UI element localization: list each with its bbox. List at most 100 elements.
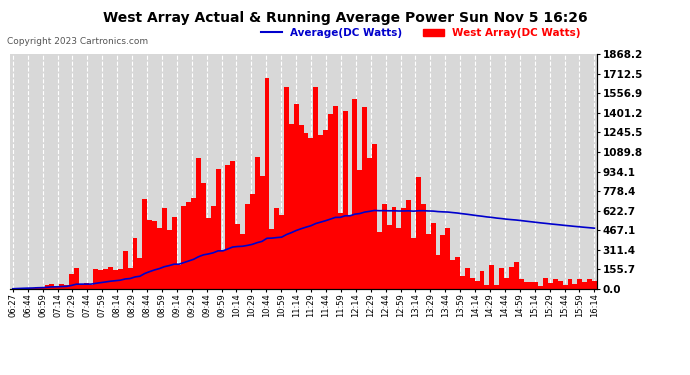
Bar xyxy=(538,285,543,289)
Bar xyxy=(25,288,30,289)
Bar xyxy=(83,284,88,289)
Bar xyxy=(451,260,455,289)
Bar xyxy=(93,269,99,289)
Bar xyxy=(533,282,538,289)
Bar xyxy=(123,251,128,289)
Bar xyxy=(465,267,470,289)
Bar xyxy=(313,87,318,289)
Bar xyxy=(338,213,343,289)
Bar xyxy=(64,285,69,289)
Bar xyxy=(435,255,440,289)
Bar xyxy=(343,111,348,289)
Bar xyxy=(382,204,386,289)
Bar xyxy=(264,78,269,289)
Bar xyxy=(372,144,377,289)
Bar xyxy=(445,228,450,289)
Bar xyxy=(255,157,259,289)
Bar xyxy=(274,209,279,289)
Bar xyxy=(39,287,45,289)
Bar xyxy=(431,223,435,289)
Legend: Average(DC Watts), West Array(DC Watts): Average(DC Watts), West Array(DC Watts) xyxy=(257,24,585,42)
Bar xyxy=(392,207,397,289)
Bar xyxy=(99,270,103,289)
Bar xyxy=(279,215,284,289)
Bar xyxy=(299,125,304,289)
Bar xyxy=(328,114,333,289)
Bar xyxy=(308,138,313,289)
Bar xyxy=(226,165,230,289)
Bar xyxy=(323,130,328,289)
Bar xyxy=(509,267,514,289)
Bar xyxy=(113,270,118,289)
Bar xyxy=(215,169,221,289)
Bar xyxy=(362,106,367,289)
Bar xyxy=(132,237,137,289)
Bar xyxy=(191,198,196,289)
Bar xyxy=(74,268,79,289)
Bar xyxy=(259,176,264,289)
Bar xyxy=(245,204,250,289)
Bar xyxy=(484,285,489,289)
Bar xyxy=(152,221,157,289)
Bar xyxy=(206,218,210,289)
Bar xyxy=(186,202,191,289)
Bar xyxy=(397,228,402,289)
Bar xyxy=(181,206,186,289)
Bar xyxy=(578,279,582,289)
Bar xyxy=(562,285,568,289)
Bar xyxy=(357,170,362,289)
Bar xyxy=(177,265,181,289)
Bar xyxy=(411,238,416,289)
Bar xyxy=(568,279,573,289)
Bar xyxy=(504,278,509,289)
Bar xyxy=(88,285,93,289)
Bar xyxy=(118,269,123,289)
Bar xyxy=(416,177,421,289)
Bar xyxy=(489,265,494,289)
Bar xyxy=(284,87,289,289)
Bar xyxy=(221,250,226,289)
Bar xyxy=(304,133,308,289)
Bar xyxy=(455,256,460,289)
Bar xyxy=(377,232,382,289)
Bar xyxy=(480,271,484,289)
Bar xyxy=(460,276,465,289)
Bar xyxy=(50,284,55,289)
Text: West Array Actual & Running Average Power Sun Nov 5 16:26: West Array Actual & Running Average Powe… xyxy=(103,11,587,25)
Bar xyxy=(348,216,353,289)
Bar xyxy=(529,282,533,289)
Bar xyxy=(137,258,142,289)
Bar xyxy=(210,206,215,289)
Bar xyxy=(240,234,245,289)
Bar xyxy=(30,288,34,289)
Bar xyxy=(55,286,59,289)
Bar xyxy=(269,229,274,289)
Bar xyxy=(475,280,480,289)
Bar xyxy=(289,124,294,289)
Bar xyxy=(421,204,426,289)
Bar xyxy=(235,224,240,289)
Bar xyxy=(79,284,83,289)
Bar xyxy=(250,194,255,289)
Bar xyxy=(470,278,475,289)
Bar xyxy=(333,106,338,289)
Bar xyxy=(402,209,406,289)
Bar xyxy=(573,284,578,289)
Bar xyxy=(128,268,132,289)
Bar xyxy=(582,282,587,289)
Bar xyxy=(558,280,562,289)
Bar xyxy=(440,236,445,289)
Bar xyxy=(548,283,553,289)
Bar xyxy=(162,208,167,289)
Bar xyxy=(34,286,40,289)
Bar xyxy=(318,135,323,289)
Bar xyxy=(230,161,235,289)
Bar xyxy=(108,267,113,289)
Bar xyxy=(499,268,504,289)
Bar xyxy=(104,268,108,289)
Bar xyxy=(20,288,25,289)
Bar xyxy=(353,99,357,289)
Bar xyxy=(519,279,524,289)
Bar xyxy=(15,288,20,289)
Bar xyxy=(157,228,162,289)
